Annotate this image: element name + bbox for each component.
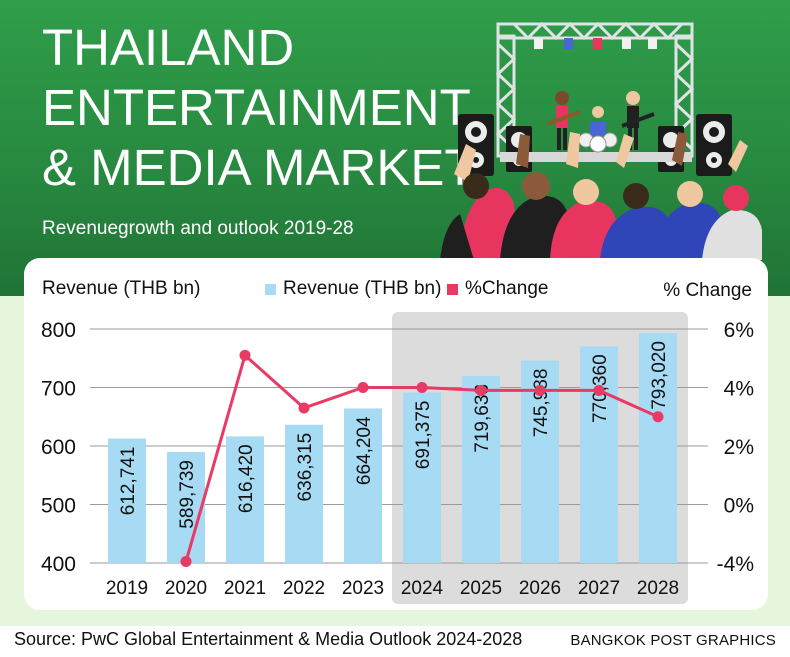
bar-value-label: 745,988 (531, 369, 552, 438)
legend-label-change: %Change (465, 278, 548, 299)
x-tick-label: 2024 (401, 578, 444, 599)
bar-2024 (403, 392, 441, 563)
graphics-credit: BANGKOK POST GRAPHICS (570, 632, 776, 649)
stage-floor (500, 152, 692, 162)
change-point-2020 (180, 556, 192, 568)
speaker-right (696, 114, 732, 176)
x-tick-label: 2020 (165, 578, 207, 599)
bar-value-label: 636,315 (295, 433, 316, 502)
y-tick-label: 600 (41, 436, 76, 459)
y2-tick-label: 4% (724, 378, 754, 401)
bar-2022 (285, 424, 323, 563)
bar-2019 (108, 438, 146, 563)
bar-2023 (344, 408, 382, 563)
legend-label-revenue: Revenue (THB bn) (283, 278, 441, 299)
source-note: Source: PwC Global Entertainment & Media… (14, 629, 523, 649)
y-axis-label: Revenue (THB bn) (42, 278, 200, 299)
x-tick-label: 2023 (342, 578, 384, 599)
change-point-2021 (239, 349, 251, 361)
page-subtitle: Revenuegrowth and outlook 2019-28 (42, 218, 354, 239)
x-tick-label: 2025 (460, 578, 502, 599)
title-line-1: THAILAND (42, 19, 295, 76)
bar-2021 (226, 436, 264, 563)
title-line-2: ENTERTAINMENT (42, 79, 471, 136)
bar-value-label: 612,741 (118, 447, 139, 516)
bar-2028 (639, 333, 677, 563)
title-line-3: & MEDIA MARKET (42, 139, 476, 196)
y-tick-label: 700 (41, 378, 76, 401)
bar-value-label: 793,020 (649, 341, 670, 410)
change-point-2024 (416, 382, 428, 393)
x-tick-label: 2022 (283, 578, 325, 599)
bar-2025 (462, 376, 500, 563)
bar-value-label: 616,420 (236, 444, 257, 513)
y-tick-label: 500 (41, 495, 76, 518)
bar-value-label: 719,633 (472, 384, 493, 453)
x-tick-label: 2021 (224, 578, 266, 599)
change-point-2027 (593, 384, 605, 396)
concert-illustration (440, 21, 762, 260)
x-tick-label: 2026 (519, 578, 561, 599)
stage-lights (534, 38, 657, 49)
y2-axis-label: % Change (663, 280, 752, 301)
header-banner: THAILAND ENTERTAINMENT & MEDIA MARKET Re… (0, 0, 790, 300)
change-point-2023 (357, 382, 369, 393)
y-tick-label: 400 (41, 553, 76, 576)
bar-2027 (580, 346, 618, 563)
bar-value-label: 589,739 (177, 460, 198, 529)
y-tick-label: 800 (41, 319, 76, 342)
change-point-2022 (298, 402, 310, 414)
crowd (440, 132, 762, 260)
legend-swatch-change (447, 284, 458, 295)
change-point-2026 (534, 384, 546, 396)
bar-value-label: 664,204 (354, 416, 375, 485)
x-tick-label: 2027 (578, 578, 620, 599)
change-point-2025 (475, 384, 487, 396)
y2-tick-label: 0% (724, 495, 754, 518)
y2-tick-label: 2% (724, 436, 754, 459)
x-tick-label: 2019 (106, 578, 148, 599)
bar-2020 (167, 452, 205, 563)
y2-tick-label: 6% (724, 319, 754, 342)
change-point-2028 (652, 411, 664, 423)
page-title: THAILAND ENTERTAINMENT & MEDIA MARKET (42, 18, 476, 198)
legend-swatch-revenue (265, 284, 276, 295)
y2-tick-label: -4% (717, 553, 754, 576)
bar-value-label: 691,375 (413, 401, 434, 470)
x-tick-label: 2028 (637, 578, 679, 599)
